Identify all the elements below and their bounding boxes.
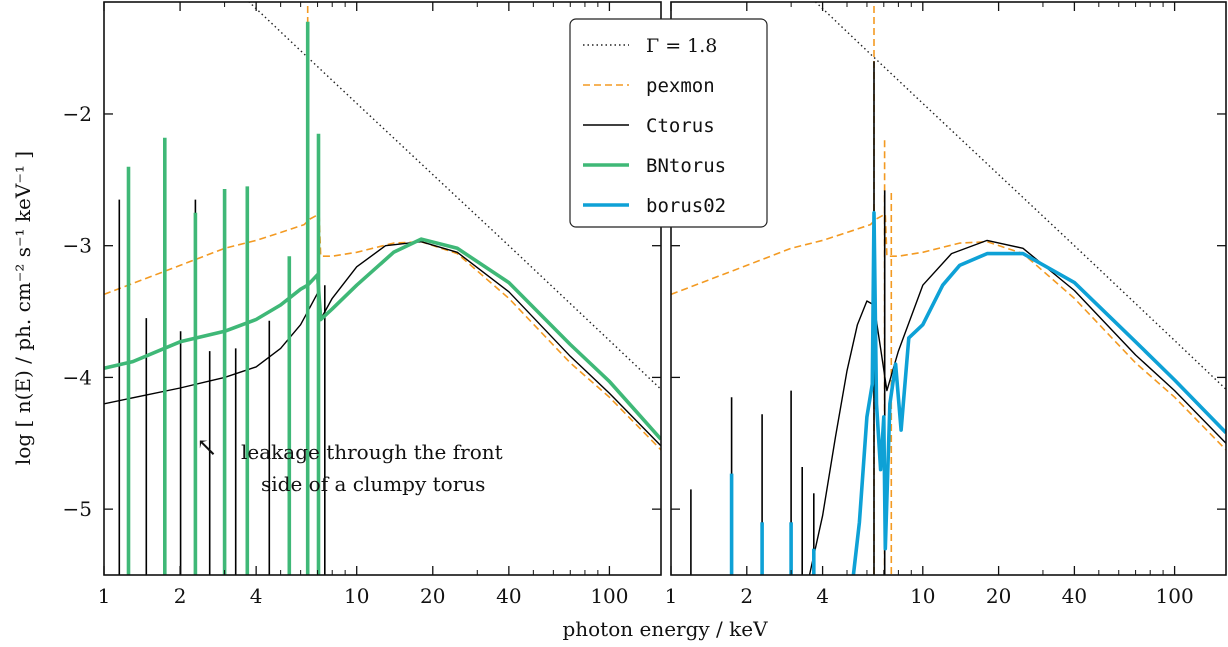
legend-entry-ctorus: Ctorus	[583, 115, 715, 137]
annotation-arrow: ↖	[196, 433, 218, 463]
left-plot-area	[104, 2, 661, 575]
right-x-tick-label: 100	[1156, 584, 1194, 608]
legend-label-1-8: Γ = 1.8	[646, 35, 717, 57]
left-x-tick-label: 20	[420, 584, 445, 608]
right-axes-frame	[670, 1, 1227, 576]
x-axis-label: photon energy / keV	[562, 617, 768, 641]
legend-label-bntorus: BNtorus	[646, 155, 726, 177]
y-axis-label: log [ n(E) / ph. cm⁻² s⁻¹ keV⁻¹ ]	[11, 151, 35, 465]
left-x-tick-label: 40	[496, 584, 521, 608]
leakage-annotation: ↖ leakage through the front side of a cl…	[196, 433, 503, 496]
right-x-tick-label: 10	[910, 584, 935, 608]
legend-label-pexmon: pexmon	[646, 75, 715, 97]
y-tick-label: −5	[63, 497, 92, 521]
y-tick-label: −3	[63, 234, 92, 258]
left-panel: 1 2 4 10 20 40 100 −5 −4 −3 −2	[63, 1, 662, 608]
right-x-tick-label: 20	[986, 584, 1011, 608]
right-ctorus-continuum	[808, 239, 1226, 575]
right-series-ctorus	[690, 61, 1226, 575]
left-x-tick-label: 100	[590, 584, 628, 608]
legend-frame	[569, 18, 768, 228]
right-x-tick-label: 1	[665, 584, 678, 608]
annotation-line-1: leakage through the front	[241, 440, 503, 464]
right-x-tick-label: 4	[816, 584, 829, 608]
right-series-borus02	[729, 211, 1226, 575]
left-axes-frame	[103, 1, 662, 576]
legend-entry-borus02: borus02	[583, 195, 726, 217]
legend-label-ctorus: Ctorus	[646, 115, 715, 137]
left-ctorus-continuum	[104, 240, 661, 447]
legend-entry-pexmon: pexmon	[583, 75, 715, 97]
right-borus02-continuum	[851, 211, 1226, 575]
legend-entry-1-8: Γ = 1.8	[583, 35, 717, 57]
left-x-tick-label: 4	[250, 584, 263, 608]
left-series-bntorus	[104, 21, 661, 575]
right-pexmon-continuum	[671, 213, 1226, 451]
left-bntorus-continuum	[104, 237, 661, 441]
left-pexmon-continuum	[104, 213, 661, 451]
left-x-tick-label: 10	[344, 584, 369, 608]
right-plot-area	[671, 2, 1226, 575]
left-x-tick-label: 1	[98, 584, 111, 608]
y-tick-label: −4	[63, 365, 92, 389]
right-x-tick-label: 40	[1062, 584, 1087, 608]
legend-label-borus02: borus02	[646, 195, 726, 217]
right-panel: 1 2 4 10 20 40 100	[665, 1, 1227, 608]
legend-entry-bntorus: BNtorus	[583, 155, 726, 177]
y-tick-label: −2	[63, 102, 92, 126]
legend: Γ = 1.8 pexmon Ctorus BNtorus borus02	[569, 18, 768, 228]
annotation-line-2: side of a clumpy torus	[261, 472, 485, 496]
left-x-tick-label: 2	[174, 584, 187, 608]
right-x-tick-label: 2	[740, 584, 753, 608]
